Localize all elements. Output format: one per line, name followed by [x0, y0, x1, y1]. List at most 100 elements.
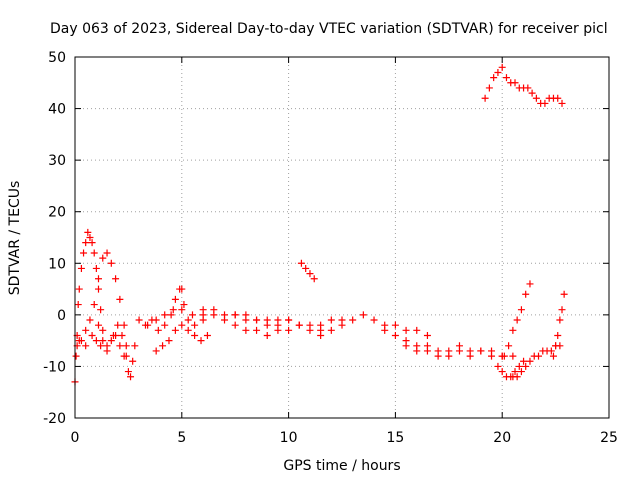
data-point — [302, 264, 310, 272]
data-point — [402, 342, 410, 350]
data-point — [297, 259, 305, 267]
data-point — [92, 337, 100, 345]
data-point — [556, 316, 564, 324]
data-point — [413, 326, 421, 334]
data-point — [327, 326, 335, 334]
data-point — [306, 270, 314, 278]
data-point — [72, 352, 80, 360]
data-point — [129, 357, 137, 365]
data-point — [532, 94, 540, 102]
data-point — [522, 362, 530, 370]
data-point — [135, 316, 143, 324]
data-point — [99, 254, 107, 262]
x-tick-label: 5 — [177, 430, 186, 446]
data-point — [526, 280, 534, 288]
data-point — [231, 321, 239, 329]
data-point — [423, 331, 431, 339]
data-point — [500, 352, 508, 360]
data-point — [124, 368, 132, 376]
data-point — [82, 239, 90, 247]
data-point — [517, 306, 525, 314]
series-arc18 — [549, 290, 568, 360]
data-point — [80, 249, 88, 257]
data-point — [184, 326, 192, 334]
data-point — [94, 285, 102, 293]
data-point — [554, 94, 562, 102]
y-tick-label: 40 — [48, 102, 66, 118]
data-point — [169, 306, 177, 314]
data-point — [242, 316, 250, 324]
data-point — [349, 316, 357, 324]
data-point — [253, 316, 261, 324]
data-point — [171, 295, 179, 303]
series-arc16 — [500, 280, 534, 360]
data-point — [99, 337, 107, 345]
data-point — [88, 331, 96, 339]
series-arc6 — [152, 321, 211, 355]
data-point — [285, 316, 293, 324]
data-point — [535, 352, 543, 360]
data-point — [560, 290, 568, 298]
x-axis-label: GPS time / hours — [283, 458, 400, 474]
data-point — [92, 264, 100, 272]
data-point — [317, 321, 325, 329]
data-point — [210, 306, 218, 314]
data-point — [154, 326, 162, 334]
x-tick-label: 20 — [493, 430, 511, 446]
data-point — [485, 84, 493, 92]
data-point — [263, 321, 271, 329]
data-point — [221, 311, 229, 319]
series-arc3 — [75, 321, 139, 376]
data-point — [90, 301, 98, 309]
data-point — [103, 249, 111, 257]
data-point — [109, 331, 117, 339]
data-point — [152, 347, 160, 355]
data-point — [203, 331, 211, 339]
data-point — [116, 342, 124, 350]
data-point — [77, 264, 85, 272]
data-point — [549, 352, 557, 360]
data-point — [165, 337, 173, 345]
data-points — [71, 63, 568, 386]
data-point — [97, 342, 105, 350]
data-point — [84, 228, 92, 236]
data-point — [167, 311, 175, 319]
x-tick-label: 15 — [386, 430, 404, 446]
data-point — [159, 342, 167, 350]
data-point — [423, 347, 431, 355]
data-point — [122, 342, 130, 350]
data-point — [112, 275, 120, 283]
data-point — [445, 352, 453, 360]
data-point — [370, 316, 378, 324]
data-point — [144, 321, 152, 329]
data-point — [97, 306, 105, 314]
data-point — [120, 321, 128, 329]
data-point — [285, 326, 293, 334]
data-point — [505, 342, 513, 350]
data-point — [466, 352, 474, 360]
data-point — [86, 316, 94, 324]
data-point — [490, 74, 498, 82]
data-point — [524, 84, 532, 92]
data-point — [528, 89, 536, 97]
series-arc12 — [381, 326, 506, 360]
series-arc1 — [71, 228, 107, 386]
data-point — [184, 316, 192, 324]
data-point — [161, 311, 169, 319]
data-point — [295, 321, 303, 329]
data-point — [481, 94, 489, 102]
x-tick-label: 0 — [71, 430, 80, 446]
data-point — [502, 74, 510, 82]
data-point — [231, 311, 239, 319]
data-point — [494, 362, 502, 370]
data-point — [127, 373, 135, 381]
data-point — [494, 68, 502, 76]
data-point — [82, 342, 90, 350]
data-point — [338, 316, 346, 324]
data-point — [99, 326, 107, 334]
y-tick-label: 30 — [48, 153, 66, 169]
x-tick-label: 10 — [280, 430, 298, 446]
data-point — [547, 347, 555, 355]
data-point — [511, 79, 519, 87]
